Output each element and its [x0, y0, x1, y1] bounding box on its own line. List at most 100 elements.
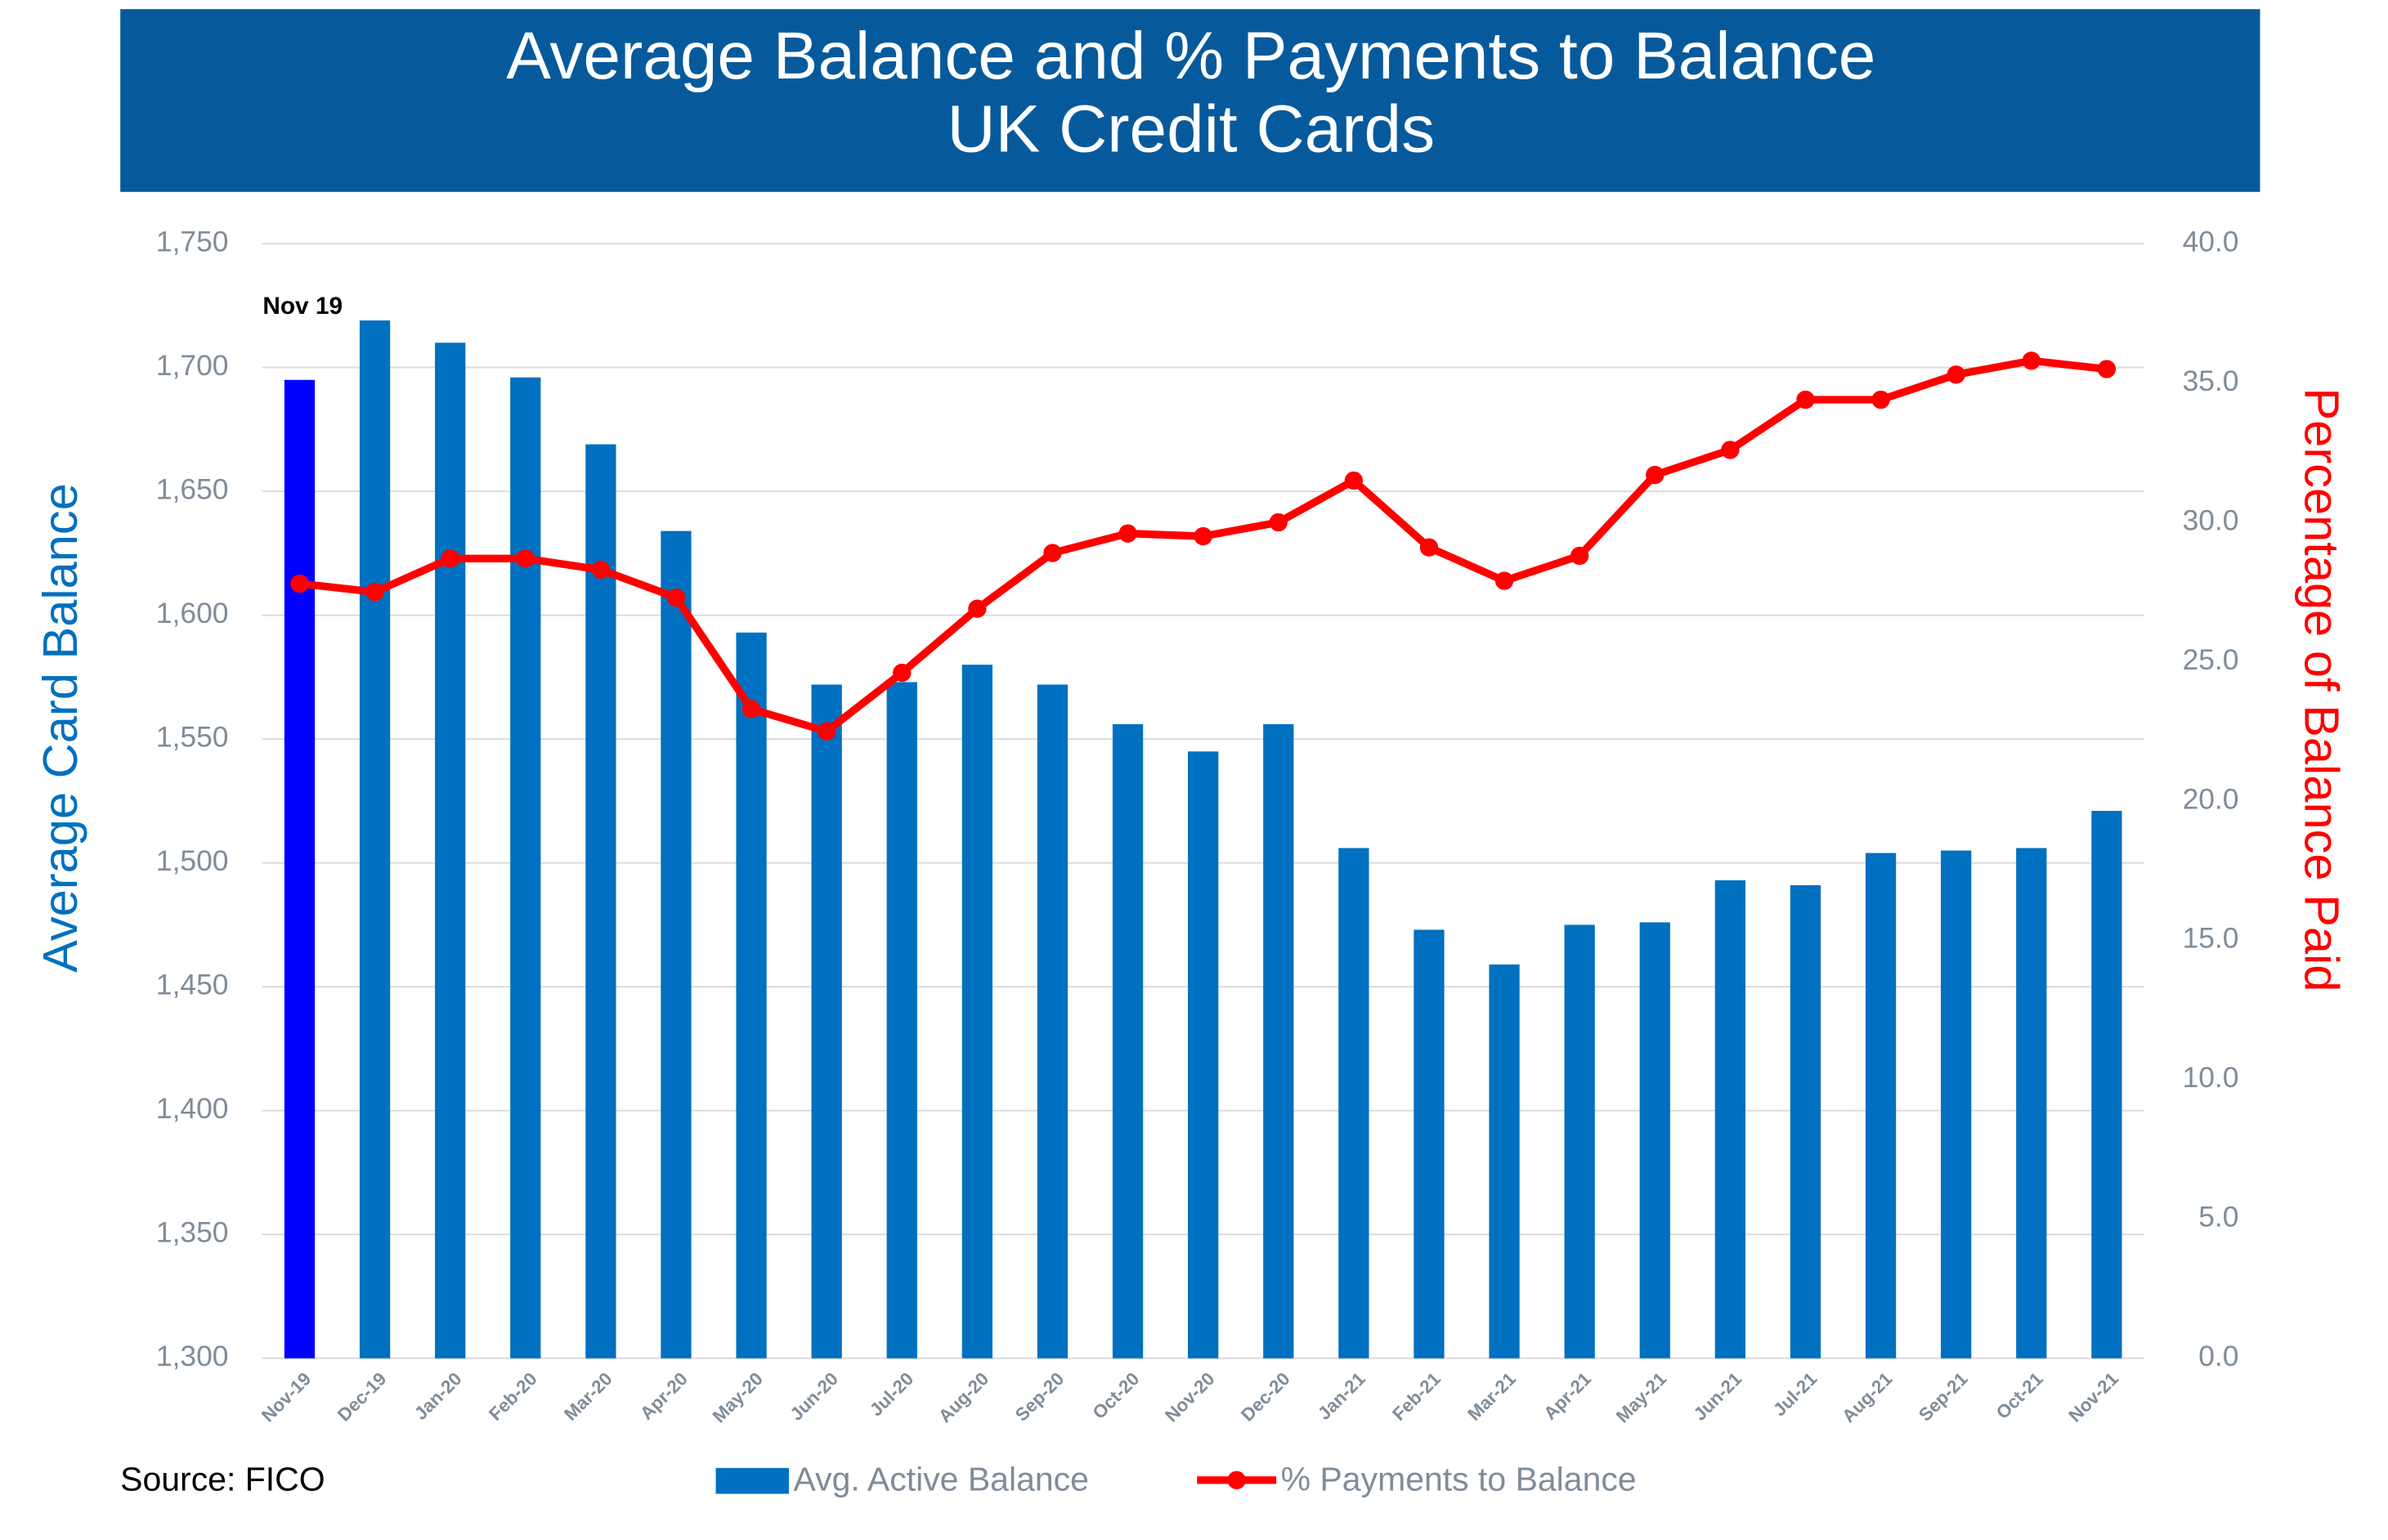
x-tick-label: Mar-21: [1463, 1368, 1520, 1425]
legend-swatch: [1227, 1471, 1246, 1489]
bar: [1037, 684, 1069, 1359]
line-marker: [1494, 571, 1514, 590]
x-tick-label: Oct-21: [1992, 1368, 2047, 1423]
y2-axis-label: Percentage of Balance Paid: [2295, 387, 2350, 992]
bar: [961, 665, 993, 1359]
line-marker: [2022, 351, 2041, 370]
y-tick-label: 1,500: [156, 845, 229, 877]
line-marker: [591, 560, 611, 580]
bar: [2091, 811, 2122, 1359]
bar: [811, 684, 842, 1359]
y2-tick-label: 35.0: [2183, 365, 2239, 397]
line: [298, 356, 2108, 736]
x-tick-label: Feb-20: [485, 1368, 541, 1425]
x-tick-label: Mar-20: [560, 1368, 616, 1425]
y-tick-label: 1,400: [156, 1093, 229, 1125]
line-marker: [741, 700, 761, 719]
bar: [435, 342, 466, 1359]
x-tick-label: Nov-20: [1161, 1368, 1218, 1426]
x-tick-label: Apr-20: [636, 1368, 692, 1424]
x-tick-label: Jan-21: [1314, 1368, 1369, 1424]
bar: [1188, 751, 1219, 1359]
bar: [510, 377, 541, 1359]
line-marker: [516, 549, 535, 568]
line-marker: [1721, 441, 1740, 459]
line-marker: [1796, 390, 1815, 410]
y2-tick-label: 0.0: [2198, 1341, 2238, 1372]
legend-swatch: [715, 1467, 789, 1494]
line-marker: [666, 588, 686, 607]
line-marker: [1570, 546, 1589, 566]
chart-subtitle: UK Credit Cards: [947, 92, 1435, 167]
y-tick-label: 1,550: [156, 721, 229, 753]
line-marker: [968, 599, 987, 618]
bar: [1790, 884, 1821, 1359]
x-tick-label: Jul-20: [866, 1368, 917, 1420]
line-marker: [1344, 471, 1364, 490]
line-marker: [365, 583, 384, 602]
x-tick-label: Jan-20: [410, 1368, 466, 1424]
y-tick-label: 1,350: [156, 1217, 229, 1249]
y-axis-label: Average Card Balance: [33, 483, 87, 973]
x-tick-label: Aug-20: [934, 1368, 992, 1426]
line-marker: [1043, 544, 1062, 562]
bar: [1263, 723, 1294, 1359]
title-banner: [120, 9, 2260, 192]
x-tick-label: Nov-21: [2064, 1368, 2121, 1426]
y2-tick-label: 5.0: [2198, 1202, 2238, 1233]
y-tick-label: 1,650: [156, 473, 229, 505]
x-tick-label: Oct-20: [1089, 1368, 1144, 1423]
bar: [1338, 848, 1369, 1359]
line-marker: [1646, 465, 1664, 485]
legend-label: Avg. Active Balance: [794, 1460, 1089, 1497]
x-tick-label: Jun-20: [786, 1368, 842, 1425]
line-marker: [441, 549, 459, 568]
chart-title: Average Balance and % Payments to Balanc…: [506, 19, 1875, 93]
bar: [1639, 922, 1670, 1359]
y-tick-label: 1,750: [156, 226, 229, 257]
x-tick-label: Jul-21: [1769, 1368, 1821, 1420]
legend-label: % Payments to Balance: [1281, 1460, 1637, 1497]
line-marker: [893, 663, 912, 683]
x-tick-label: Sep-20: [1011, 1368, 1068, 1425]
y2-tick-label: 40.0: [2183, 226, 2239, 257]
x-tick-label: Aug-21: [1838, 1368, 1896, 1426]
line-marker: [1194, 526, 1212, 546]
bar: [661, 530, 692, 1359]
line-marker: [2097, 360, 2117, 378]
y2-tick-label: 30.0: [2183, 504, 2239, 536]
bar: [585, 444, 616, 1359]
line-marker: [1419, 538, 1439, 557]
bar: [1714, 880, 1746, 1359]
x-tick-label: Jun-21: [1690, 1368, 1746, 1425]
x-tick-label: Dec-20: [1237, 1368, 1294, 1426]
bar: [359, 320, 391, 1359]
x-tick-label: Apr-21: [1539, 1368, 1595, 1424]
bar: [284, 379, 316, 1359]
x-tick-label: Feb-21: [1388, 1368, 1445, 1425]
x-tick-label: Sep-21: [1915, 1368, 1971, 1425]
y2-tick-label: 20.0: [2183, 783, 2239, 815]
x-tick-label: Dec-19: [334, 1368, 391, 1426]
y-tick-label: 1,600: [156, 598, 229, 629]
y2-tick-label: 10.0: [2183, 1062, 2239, 1094]
bar: [1112, 723, 1144, 1359]
bar: [736, 632, 767, 1359]
line-marker: [817, 722, 836, 741]
x-tick-label: Nov-19: [258, 1368, 315, 1426]
y2-tick-label: 15.0: [2183, 923, 2239, 955]
y-tick-label: 1,700: [156, 350, 229, 382]
x-tick-label: May-20: [709, 1368, 767, 1426]
y-tick-label: 1,450: [156, 969, 229, 1001]
source-note: Source: FICO: [120, 1460, 325, 1497]
bar: [2016, 848, 2047, 1359]
bar: [1865, 853, 1897, 1359]
line-marker: [1947, 365, 1965, 384]
line-marker: [290, 574, 309, 593]
y2-tick-label: 25.0: [2183, 644, 2239, 676]
line-marker: [1118, 524, 1137, 543]
bar: [886, 682, 917, 1359]
x-tick-label: May-21: [1612, 1368, 1670, 1426]
